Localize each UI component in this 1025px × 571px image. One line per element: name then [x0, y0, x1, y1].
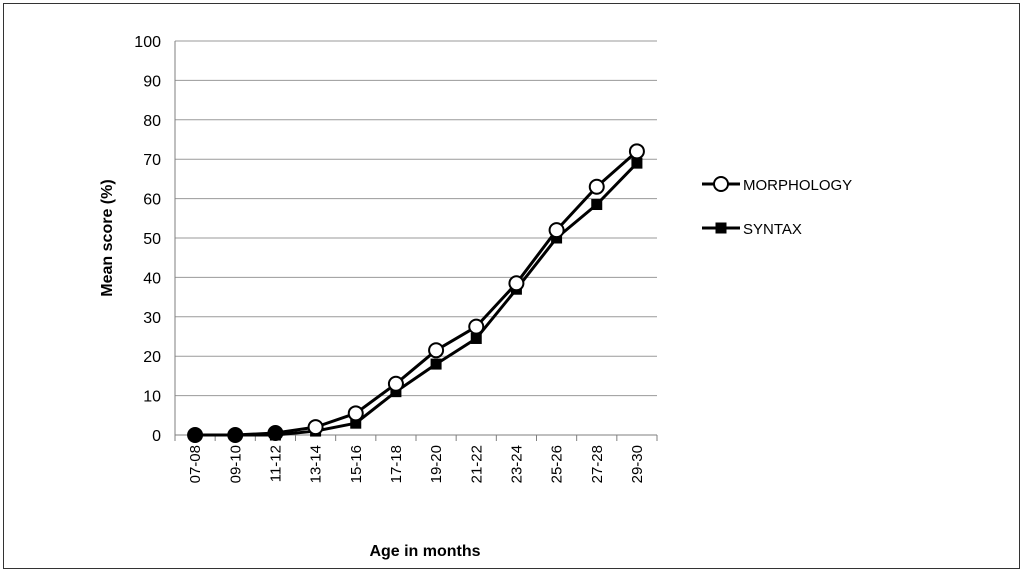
point-morphology-27-28 [588, 178, 605, 195]
x-tick-label-21-22: 21-22 [468, 445, 485, 483]
x-tick-label-29-30: 29-30 [629, 445, 646, 483]
legend: MORPHOLOGY SYNTAX [702, 176, 852, 238]
y-tick-label-50: 50 [143, 231, 161, 248]
legend-item-syntax: SYNTAX [702, 221, 802, 238]
point-morphology-29-30 [628, 143, 645, 160]
point-syntax-29-30 [631, 157, 643, 169]
y-tick-label-30: 30 [143, 310, 161, 327]
point-syntax-21-22 [470, 332, 482, 344]
x-tick-label-19-20: 19-20 [428, 445, 445, 483]
legend-square-marker [715, 222, 727, 234]
x-tick-label-13-14: 13-14 [308, 445, 325, 483]
point-syntax-27-28 [591, 199, 603, 211]
y-tick-label-10: 10 [143, 389, 161, 406]
series-line-morphology [195, 150, 638, 437]
point-morphology-11-12 [267, 425, 284, 442]
x-tick-label-23-24: 23-24 [508, 445, 525, 483]
x-tick-label-09-10: 09-10 [227, 445, 244, 483]
y-tick-label-90: 90 [143, 73, 161, 90]
point-morphology-07-08 [187, 427, 204, 443]
x-tick-label-27-28: 27-28 [589, 445, 606, 483]
series-syntax [189, 157, 643, 441]
series-morphology [187, 143, 645, 443]
x-tick-label-11-12: 11-12 [267, 445, 284, 482]
x-tick-label-17-18: 17-18 [388, 445, 405, 483]
point-syntax-15-16 [350, 417, 362, 429]
y-tick-label-40: 40 [143, 270, 161, 287]
y-tick-label-80: 80 [143, 113, 161, 130]
point-morphology-15-16 [347, 405, 364, 422]
point-morphology-19-20 [428, 342, 445, 359]
point-morphology-13-14 [307, 419, 324, 436]
series-line-syntax [195, 162, 638, 437]
point-syntax-19-20 [430, 358, 442, 370]
point-morphology-17-18 [387, 375, 404, 392]
x-tick-label-25-26: 25-26 [549, 445, 566, 483]
gridlines [175, 40, 657, 436]
legend-label-syntax: SYNTAX [743, 221, 802, 238]
x-axis-title: Age in months [369, 543, 480, 560]
legend-item-morphology: MORPHOLOGY [702, 176, 852, 194]
point-morphology-23-24 [508, 275, 525, 292]
point-morphology-25-26 [548, 222, 565, 239]
y-tick-label-60: 60 [143, 192, 161, 209]
point-morphology-09-10 [227, 427, 244, 443]
x-tick-label-15-16: 15-16 [348, 445, 365, 483]
legend-circle-marker [713, 176, 729, 192]
legend-label-morphology: MORPHOLOGY [743, 177, 852, 194]
point-morphology-21-22 [468, 318, 485, 335]
y-tick-label-70: 70 [143, 152, 161, 169]
y-tick-label-100: 100 [134, 34, 161, 51]
y-axis-title: Mean score (%) [99, 179, 116, 296]
y-tick-label-0: 0 [152, 428, 161, 445]
x-tick-label-07-08: 07-08 [187, 445, 204, 483]
y-axis-ticks: 0 10 20 30 40 50 60 70 80 90 100 [134, 34, 161, 445]
series-layer [187, 143, 645, 443]
x-axis: 07-08 09-10 11-12 13-14 15-16 17-18 19-20 21-22… [174, 41, 658, 483]
y-tick-label-20: 20 [143, 349, 161, 366]
